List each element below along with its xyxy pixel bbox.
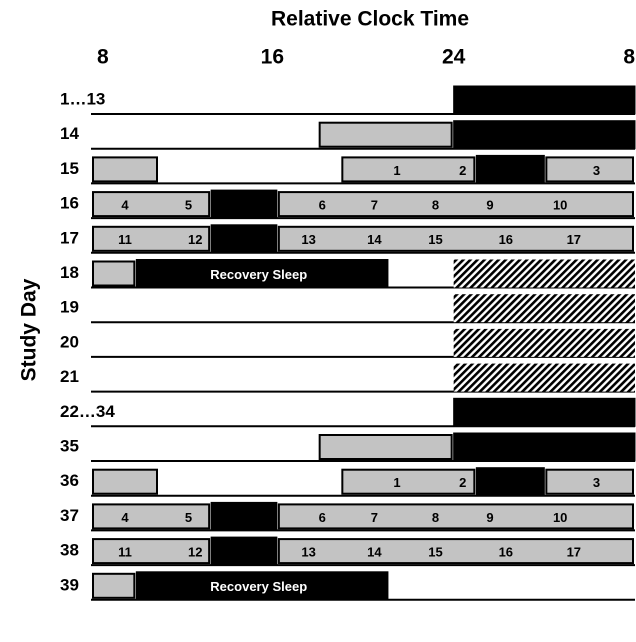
segment-black	[135, 259, 389, 288]
segment-label: 7	[371, 510, 378, 525]
segment-gray	[545, 156, 634, 183]
segment-label: 14	[367, 545, 382, 560]
segment-gray	[318, 121, 453, 148]
segment-label: 5	[185, 510, 192, 525]
segment-gray	[92, 538, 211, 565]
x-tick-label: 8	[623, 46, 635, 69]
segment-black	[453, 120, 636, 150]
segment-gray	[92, 503, 211, 530]
segment-label: 6	[319, 510, 326, 525]
segment-label: 10	[553, 510, 567, 525]
segment-black	[135, 571, 389, 601]
segment-label: 15	[428, 232, 442, 247]
segment-hatch	[453, 259, 635, 288]
row-label: 17	[60, 228, 79, 247]
row-label: 36	[60, 471, 79, 490]
segment-label: 17	[567, 232, 581, 247]
segment-label: 3	[593, 475, 600, 490]
segment-gray	[277, 191, 634, 218]
segment-hatch	[453, 363, 635, 392]
segment-label: 16	[499, 232, 513, 247]
row-label: 20	[60, 332, 79, 351]
segment-label: 12	[188, 232, 202, 247]
x-tick-label: 24	[442, 46, 466, 69]
segment-label: 9	[486, 198, 493, 213]
segment-hatch	[453, 294, 635, 323]
segment-label: 11	[118, 545, 132, 560]
segment-gray	[277, 503, 634, 530]
segment-black	[210, 224, 278, 254]
row-label: 22…34	[60, 402, 115, 421]
segment-label: 3	[593, 163, 600, 178]
row-label: 35	[60, 436, 79, 455]
segment-black	[475, 467, 545, 497]
y-axis-label: Study Day	[18, 278, 41, 381]
segment-label: 2	[459, 163, 466, 178]
segment-gray	[277, 225, 634, 252]
segment-label: 15	[428, 545, 442, 560]
segment-label: Recovery Sleep	[210, 579, 307, 594]
segment-gray	[92, 468, 158, 495]
segment-label: 12	[188, 545, 202, 560]
row-label: 14	[60, 124, 79, 143]
segment-label: 4	[121, 198, 129, 213]
segment-gray	[92, 191, 211, 218]
segment-label: 8	[432, 510, 439, 525]
segment-hatch	[453, 328, 635, 357]
row-label: 39	[60, 575, 79, 594]
segment-gray	[545, 468, 634, 495]
segment-label: 9	[486, 510, 493, 525]
segment-label: 10	[553, 198, 567, 213]
segment-black	[210, 536, 278, 566]
segment-black	[453, 85, 636, 115]
row-label: 15	[60, 159, 79, 178]
segment-label: 16	[499, 545, 513, 560]
segment-label: 5	[185, 198, 192, 213]
segment-gray	[277, 538, 634, 565]
segment-label: Recovery Sleep	[210, 267, 307, 282]
segment-label: 1	[393, 163, 400, 178]
x-tick-label: 16	[261, 46, 284, 69]
chart-title: Relative Clock Time	[271, 8, 469, 31]
segment-black	[475, 154, 545, 184]
segment-gray	[92, 572, 136, 599]
segment-label: 11	[118, 232, 132, 247]
segment-label: 13	[301, 232, 315, 247]
segment-black	[210, 189, 278, 219]
segment-gray	[341, 156, 476, 183]
row-label: 37	[60, 506, 79, 525]
x-tick-label: 8	[97, 46, 109, 69]
segment-gray	[92, 225, 211, 252]
row-label: 1…13	[60, 89, 105, 108]
segment-label: 1	[393, 475, 400, 490]
segment-label: 2	[459, 475, 466, 490]
segment-gray	[318, 434, 453, 460]
segment-label: 7	[371, 198, 378, 213]
segment-gray	[92, 260, 136, 287]
segment-black	[453, 432, 636, 462]
segment-label: 6	[319, 198, 326, 213]
segment-gray	[92, 156, 158, 183]
row-label: 16	[60, 194, 79, 213]
row-label: 38	[60, 541, 79, 560]
segment-label: 17	[567, 545, 581, 560]
segment-label: 8	[432, 198, 439, 213]
segment-label: 14	[367, 232, 382, 247]
segment-label: 4	[121, 510, 129, 525]
segment-label: 13	[301, 545, 315, 560]
segment-gray	[341, 468, 476, 495]
segment-black	[210, 501, 278, 531]
row-label: 19	[60, 298, 79, 317]
row-label: 21	[60, 367, 79, 386]
row-label: 18	[60, 263, 79, 282]
segment-black	[453, 397, 636, 427]
